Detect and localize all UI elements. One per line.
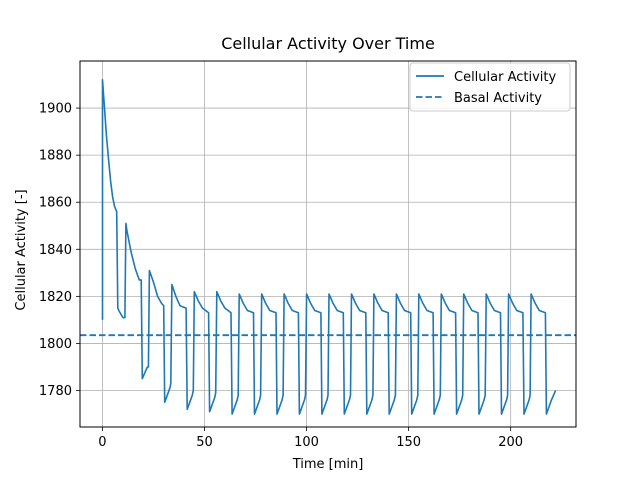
y-axis-label: Cellular Activity [-] (14, 189, 29, 310)
legend-label-cellular-activity: Cellular Activity (454, 70, 557, 85)
y-tick-label: 1840 (39, 243, 72, 258)
grid (80, 61, 576, 427)
legend-box (409, 62, 571, 112)
x-tick-label: 50 (196, 435, 213, 450)
chart-title: Cellular Activity Over Time (221, 34, 435, 53)
x-axis-label: Time [min] (292, 457, 364, 472)
y-tick-label: 1820 (39, 290, 72, 305)
axis-ticks: 0 50 100 150 200 1780 1800 1820 1840 1860 1880 1900 (39, 102, 523, 450)
x-tick-label: 200 (498, 435, 523, 450)
legend: Cellular Activity Basal Activity (409, 62, 571, 112)
y-tick-label: 1880 (39, 149, 72, 164)
x-tick-label: 0 (98, 435, 106, 450)
plot-frame (79, 60, 577, 428)
x-tick-label: 100 (294, 435, 319, 450)
y-tick-label: 1800 (39, 337, 72, 352)
cellular-activity-line (101, 79, 557, 415)
y-tick-label: 1860 (39, 196, 72, 211)
x-tick-label: 150 (396, 435, 421, 450)
legend-label-basal-activity: Basal Activity (454, 91, 542, 106)
plot-series (80, 79, 576, 415)
y-tick-label: 1900 (39, 102, 72, 117)
y-tick-label: 1780 (39, 384, 72, 399)
